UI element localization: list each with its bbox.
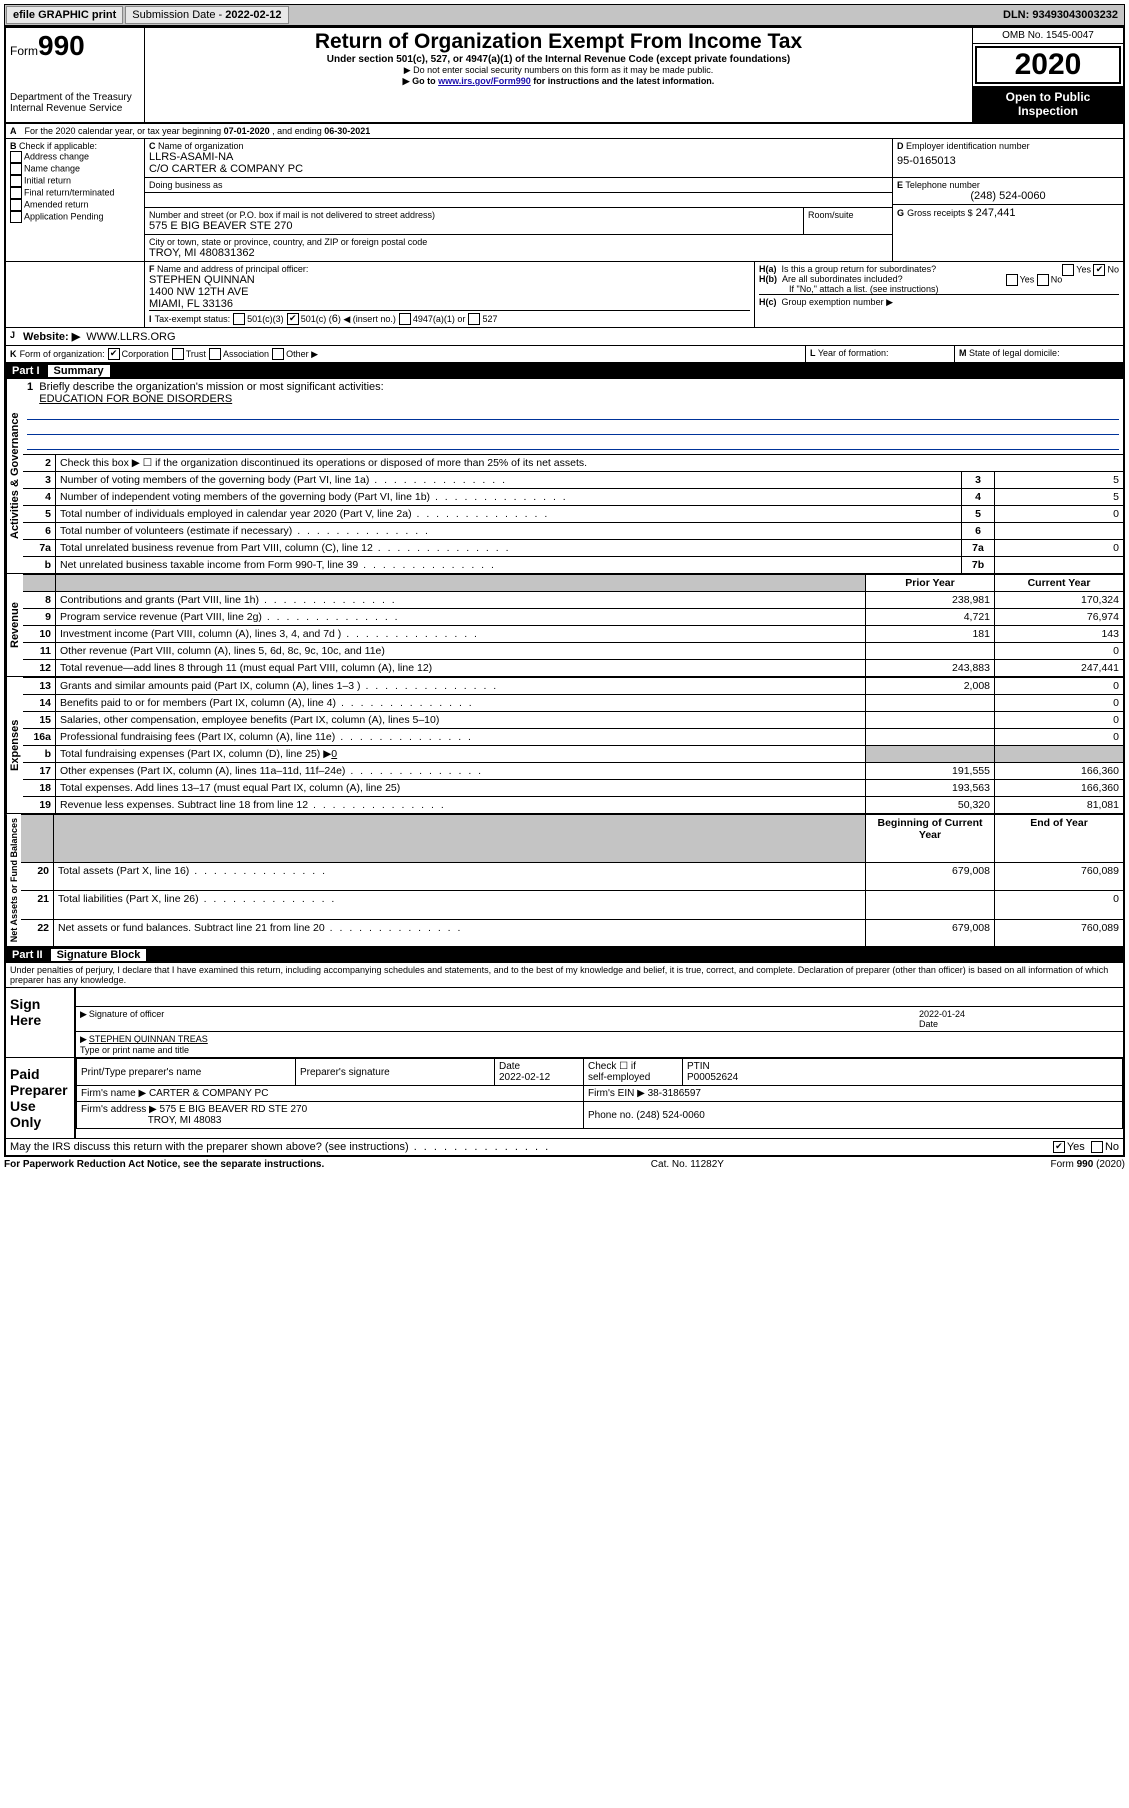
firm-name: CARTER & COMPANY PC [149, 1088, 268, 1099]
org-city: TROY, MI 480831362 [149, 247, 888, 259]
officer-name: STEPHEN QUINNAN [149, 274, 750, 286]
section-C: C Name of organization LLRS-ASAMI-NA C/O… [145, 139, 892, 261]
firm-ein: 38-3186597 [648, 1088, 701, 1099]
discuss-line: May the IRS discuss this return with the… [6, 1139, 1123, 1155]
line-KLM: K Form of organization: ✔Corporation Tru… [6, 346, 1123, 363]
officer-addr2: MIAMI, FL 33136 [149, 298, 750, 310]
lines-13-19: 13Grants and similar amounts paid (Part … [23, 677, 1123, 813]
sign-here-block: Sign Here Signature of officer 2022-01-2… [6, 987, 1123, 1058]
part1-header: Part ISummary [6, 363, 1123, 379]
lines-2-7: 2Check this box ▶ ☐ if the organization … [23, 454, 1123, 573]
vlabel-revenue: Revenue [6, 574, 23, 676]
org-name: LLRS-ASAMI-NA [149, 151, 888, 163]
submission-date: Submission Date - 2022-02-12 [125, 6, 288, 24]
section-DEG: D Employer identification number 95-0165… [892, 139, 1123, 261]
perjury-statement: Under penalties of perjury, I declare th… [6, 963, 1123, 987]
dept-treasury: Department of the Treasury [10, 92, 140, 103]
paid-preparer-block: PaidPreparerUse Only Print/Type preparer… [6, 1058, 1123, 1139]
gross-receipts: 247,441 [976, 207, 1016, 219]
org-address: 575 E BIG BEAVER STE 270 [149, 220, 799, 232]
lines-8-12: Prior YearCurrent Year 8Contributions an… [23, 574, 1123, 676]
section-FHI: F Name and address of principal officer:… [6, 262, 1123, 328]
form-title: Return of Organization Exempt From Incom… [149, 30, 968, 54]
ein: 95-0165013 [897, 155, 1119, 167]
subtitle-3: ▶ Go to www.irs.gov/Form990 for instruct… [149, 76, 968, 87]
vlabel-netassets: Net Assets or Fund Balances [6, 814, 21, 946]
section-B: B Check if applicable: Address change Na… [6, 139, 145, 261]
officer-signature-name: STEPHEN QUINNAN TREAS [89, 1034, 208, 1044]
page-footer: For Paperwork Reduction Act Notice, see … [4, 1157, 1125, 1170]
vlabel-activities: Activities & Governance [6, 379, 23, 573]
top-toolbar: efile GRAPHIC print Submission Date - 20… [4, 4, 1125, 26]
firm-address: 575 E BIG BEAVER RD STE 270 [160, 1104, 308, 1115]
vlabel-expenses: Expenses [6, 677, 23, 813]
lines-20-22: Beginning of Current YearEnd of Year 20T… [21, 814, 1123, 946]
mission: EDUCATION FOR BONE DISORDERS [39, 393, 232, 405]
officer-addr1: 1400 NW 12TH AVE [149, 286, 750, 298]
org-care-of: C/O CARTER & COMPANY PC [149, 163, 888, 175]
form-number: 990 [38, 30, 85, 61]
open-inspection: Open to PublicInspection [973, 86, 1123, 122]
firm-phone: (248) 524-0060 [636, 1110, 704, 1121]
dept-irs: Internal Revenue Service [10, 103, 140, 114]
ptin: P00052624 [687, 1072, 738, 1083]
subtitle-2: ▶ Do not enter social security numbers o… [149, 65, 968, 76]
efile-button[interactable]: efile GRAPHIC print [6, 6, 123, 24]
telephone: (248) 524-0060 [897, 190, 1119, 202]
form-container: Form990 Department of the Treasury Inter… [4, 26, 1125, 1157]
dln: DLN: 93493043003232 [997, 7, 1124, 23]
form-header: Form990 Department of the Treasury Inter… [6, 28, 1123, 124]
website: WWW.LLRS.ORG [86, 331, 175, 343]
line-J: J Website: ▶ WWW.LLRS.ORG [6, 328, 1123, 346]
form990-link[interactable]: www.irs.gov/Form990 [438, 76, 531, 86]
form-word: Form [10, 44, 38, 58]
subtitle-1: Under section 501(c), 527, or 4947(a)(1)… [149, 54, 968, 65]
tax-year: 2020 [975, 46, 1121, 84]
line-A: A For the 2020 calendar year, or tax yea… [6, 124, 1123, 139]
part2-header: Part IISignature Block [6, 947, 1123, 963]
section-BCDE: B Check if applicable: Address change Na… [6, 139, 1123, 262]
omb-number: OMB No. 1545-0047 [973, 28, 1123, 44]
